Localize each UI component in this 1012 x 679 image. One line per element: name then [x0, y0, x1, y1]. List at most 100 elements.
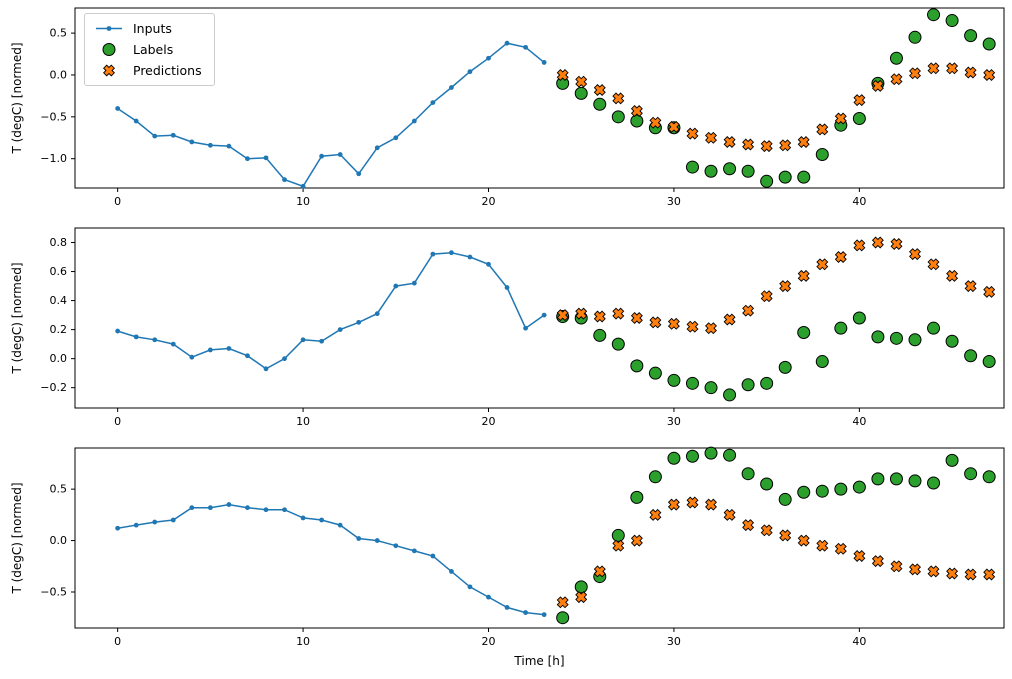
inputs-point: [393, 543, 399, 549]
predictions-point: [742, 138, 755, 151]
inputs-point: [170, 132, 176, 138]
predictions-point: [964, 568, 977, 581]
labels-point: [945, 334, 959, 348]
inputs-point: [504, 285, 510, 290]
y-tick-label: 0.4: [50, 294, 68, 307]
predictions-point: [723, 313, 736, 326]
inputs-point: [319, 517, 325, 523]
x-tick-label: 0: [114, 415, 121, 428]
inputs-point: [393, 135, 399, 141]
predictions-point: [556, 69, 569, 81]
inputs-point: [541, 60, 547, 65]
predictions-point: [816, 539, 829, 552]
inputs-point: [486, 55, 491, 61]
labels-point: [556, 76, 570, 90]
predictions-point: [834, 112, 847, 125]
predictions-point: [575, 591, 588, 604]
x-tick-label: 0: [114, 635, 121, 648]
predictions-point: [686, 320, 699, 333]
inputs-point: [263, 155, 269, 161]
legend-label-predictions: Predictions: [133, 62, 202, 78]
labels-point: [964, 467, 978, 481]
inputs-point: [449, 569, 454, 574]
labels-point: [964, 349, 978, 363]
inputs-point: [226, 502, 232, 507]
predictions-point: [723, 136, 736, 148]
labels-point: [667, 451, 681, 465]
inputs-point: [207, 142, 213, 148]
inputs-point: [523, 610, 528, 615]
predictions-point: [760, 524, 773, 537]
predictions-point: [797, 269, 810, 282]
x-tick-label: 30: [667, 415, 681, 428]
labels-point: [815, 484, 829, 498]
predictions-point: [946, 269, 959, 282]
axes-frame: [74, 7, 1005, 189]
y-tick-label: −0.5: [40, 110, 67, 123]
inputs-point: [282, 177, 287, 183]
predictions-point: [797, 534, 810, 547]
predictions-point: [723, 508, 736, 521]
inputs-point: [170, 517, 176, 523]
predictions-point: [816, 258, 829, 271]
predictions-point: [927, 565, 940, 578]
inputs-point: [393, 283, 399, 289]
x-tick-label: 10: [296, 415, 310, 428]
legend: Inputs Labels Predictions: [84, 13, 215, 86]
labels-point: [760, 376, 774, 390]
inputs-point: [356, 536, 362, 541]
x-tick-label: 40: [852, 415, 866, 428]
inputs-point: [115, 106, 121, 111]
labels-point: [611, 337, 625, 351]
labels-point: [908, 333, 922, 347]
inputs-point: [430, 100, 436, 106]
y-tick-label: 0.0: [50, 352, 68, 365]
labels-point: [611, 528, 625, 542]
inputs-line-swatch: [94, 21, 124, 36]
inputs-point: [467, 69, 473, 75]
predictions-point: [797, 136, 810, 148]
inputs-point: [263, 366, 269, 372]
inputs-point: [245, 156, 250, 162]
y-tick-label: −0.5: [40, 586, 67, 599]
predictions-point: [927, 62, 940, 75]
labels-point: [834, 321, 848, 335]
predictions-point: [760, 140, 773, 153]
inputs-point: [449, 250, 454, 256]
labels-point: [964, 29, 978, 43]
inputs-point: [263, 507, 269, 513]
inputs-point: [207, 347, 213, 353]
predictions-point: [871, 236, 884, 249]
legend-item-inputs: Inputs: [94, 21, 202, 36]
inputs-point: [189, 505, 195, 511]
predictions-x-swatch: [94, 63, 124, 78]
predictions-point: [575, 75, 588, 88]
predictions-point: [779, 280, 792, 293]
predictions-point: [556, 309, 569, 322]
inputs-point: [319, 338, 325, 344]
inputs-point: [523, 325, 528, 331]
predictions-point: [742, 519, 755, 532]
labels-point: [648, 470, 662, 484]
inputs-point: [115, 328, 121, 334]
legend-label-inputs: Inputs: [133, 20, 172, 36]
labels-point: [723, 162, 737, 176]
inputs-line: [117, 42, 545, 188]
inputs-point: [356, 319, 362, 325]
labels-point: [667, 373, 681, 387]
predictions-point: [890, 238, 903, 250]
inputs-point: [467, 254, 473, 260]
predictions-point: [705, 498, 717, 511]
predictions-point: [927, 258, 940, 271]
x-tick-label: 30: [667, 635, 681, 648]
y-axis-label: T (degC) [normed]: [10, 482, 24, 594]
predictions-point: [890, 560, 903, 573]
labels-point: [871, 472, 885, 486]
predictions-point: [593, 310, 606, 323]
y-axis-label: T (degC) [normed]: [10, 42, 24, 154]
predictions-point: [612, 307, 625, 320]
inputs-point: [486, 261, 491, 267]
predictions-point: [630, 534, 643, 547]
predictions-point: [667, 498, 680, 511]
labels-point: [741, 164, 755, 178]
